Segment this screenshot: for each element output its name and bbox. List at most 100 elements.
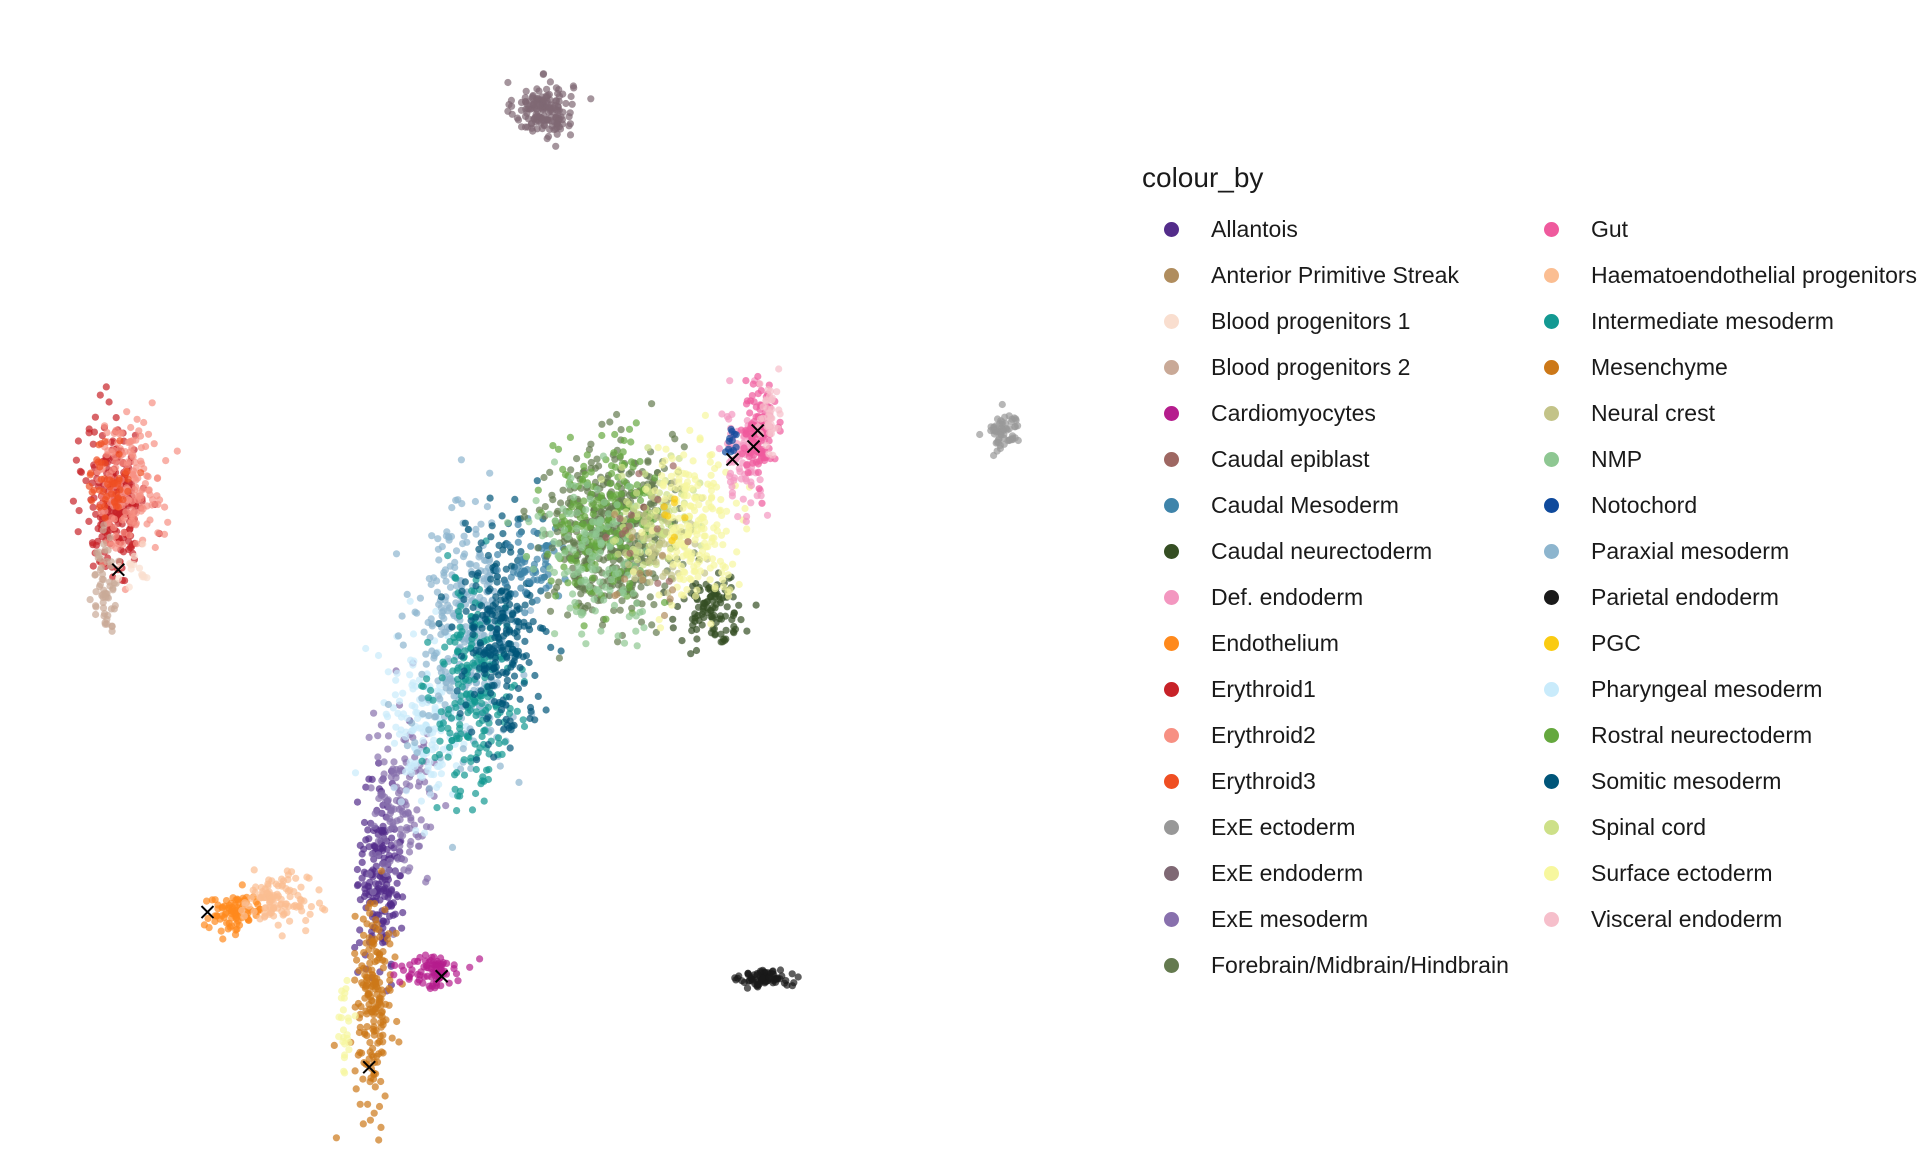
- data-point: [668, 601, 676, 609]
- data-point: [377, 1077, 385, 1086]
- data-point: [577, 540, 586, 549]
- data-point: [504, 78, 512, 87]
- data-point: [747, 422, 755, 430]
- data-point: [706, 458, 714, 466]
- data-point: [567, 466, 575, 474]
- data-point: [693, 625, 701, 634]
- data-point: [365, 1055, 373, 1063]
- data-point: [447, 714, 456, 722]
- legend-label: Neural crest: [1591, 399, 1715, 426]
- data-point: [418, 670, 426, 678]
- data-point: [661, 495, 669, 503]
- data-point: [484, 649, 492, 657]
- data-point: [606, 418, 614, 426]
- data-point: [453, 807, 461, 815]
- data-point: [562, 99, 570, 108]
- data-point: [738, 450, 746, 458]
- data-point: [667, 571, 676, 579]
- data-point: [635, 541, 643, 550]
- legend-label: Parietal endoderm: [1591, 583, 1779, 610]
- data-point: [606, 480, 614, 488]
- data-point: [765, 422, 773, 430]
- legend-item: Paraxial mesoderm: [1522, 528, 1917, 574]
- data-point: [467, 560, 475, 568]
- data-point: [452, 496, 460, 504]
- legend-swatch: [1164, 543, 1179, 559]
- data-point: [1014, 422, 1022, 430]
- data-point: [1001, 413, 1009, 421]
- data-point: [369, 971, 377, 979]
- data-point: [582, 640, 590, 648]
- data-point: [86, 471, 94, 479]
- data-point: [711, 604, 719, 612]
- legend-swatch: [1164, 727, 1179, 743]
- data-point: [488, 682, 496, 690]
- data-point: [625, 584, 633, 592]
- data-point: [501, 738, 509, 746]
- data-point: [993, 447, 1001, 455]
- data-point: [520, 507, 528, 515]
- data-point: [101, 514, 109, 522]
- data-point: [747, 499, 755, 507]
- data-point: [307, 903, 315, 911]
- data-point: [472, 646, 480, 655]
- data-point: [292, 874, 300, 882]
- legend-label: Caudal Mesoderm: [1211, 491, 1399, 518]
- data-point: [553, 528, 561, 536]
- data-point: [220, 913, 228, 922]
- data-point: [687, 576, 695, 584]
- data-point: [566, 433, 575, 441]
- data-point: [614, 638, 622, 646]
- data-point: [74, 437, 82, 445]
- data-point: [602, 615, 610, 623]
- cluster-anterior-primitive-streak: [611, 510, 677, 620]
- data-point: [636, 457, 644, 466]
- data-point: [672, 484, 681, 493]
- data-point: [404, 764, 413, 772]
- data-point: [445, 706, 453, 714]
- data-point: [389, 911, 397, 919]
- cluster-notochord: [721, 425, 740, 456]
- data-point: [332, 1134, 340, 1142]
- legend-item: Parietal endoderm: [1522, 574, 1917, 620]
- data-point: [521, 601, 529, 609]
- data-point: [403, 826, 411, 834]
- data-point: [668, 586, 677, 594]
- data-point: [392, 774, 400, 782]
- data-point: [110, 579, 118, 587]
- data-point: [458, 627, 466, 636]
- data-point: [646, 593, 654, 601]
- data-point: [337, 994, 345, 1002]
- data-point: [571, 579, 579, 587]
- data-point: [379, 939, 387, 947]
- data-point: [667, 472, 675, 480]
- data-point: [425, 712, 433, 720]
- data-point: [655, 591, 663, 599]
- data-point: [766, 429, 774, 437]
- data-point: [653, 525, 661, 533]
- data-point: [286, 893, 294, 901]
- legend-title: colour_by: [1142, 162, 1264, 193]
- data-point: [392, 676, 400, 684]
- data-point: [491, 634, 499, 642]
- data-point: [702, 505, 710, 513]
- data-point: [123, 408, 131, 416]
- data-point: [448, 737, 456, 745]
- data-point: [440, 571, 448, 580]
- data-point: [532, 497, 540, 505]
- data-point: [462, 701, 470, 709]
- data-point: [484, 713, 492, 721]
- data-point: [534, 544, 542, 552]
- data-point: [214, 901, 222, 909]
- data-point: [532, 118, 540, 126]
- data-point: [375, 1136, 383, 1144]
- data-point: [355, 939, 364, 947]
- data-point: [525, 658, 533, 667]
- data-point: [509, 609, 517, 617]
- data-point: [410, 725, 418, 733]
- data-point: [427, 823, 435, 831]
- data-point: [613, 410, 621, 419]
- cross-marker: [746, 439, 761, 454]
- data-point: [351, 769, 360, 777]
- data-point: [103, 451, 111, 459]
